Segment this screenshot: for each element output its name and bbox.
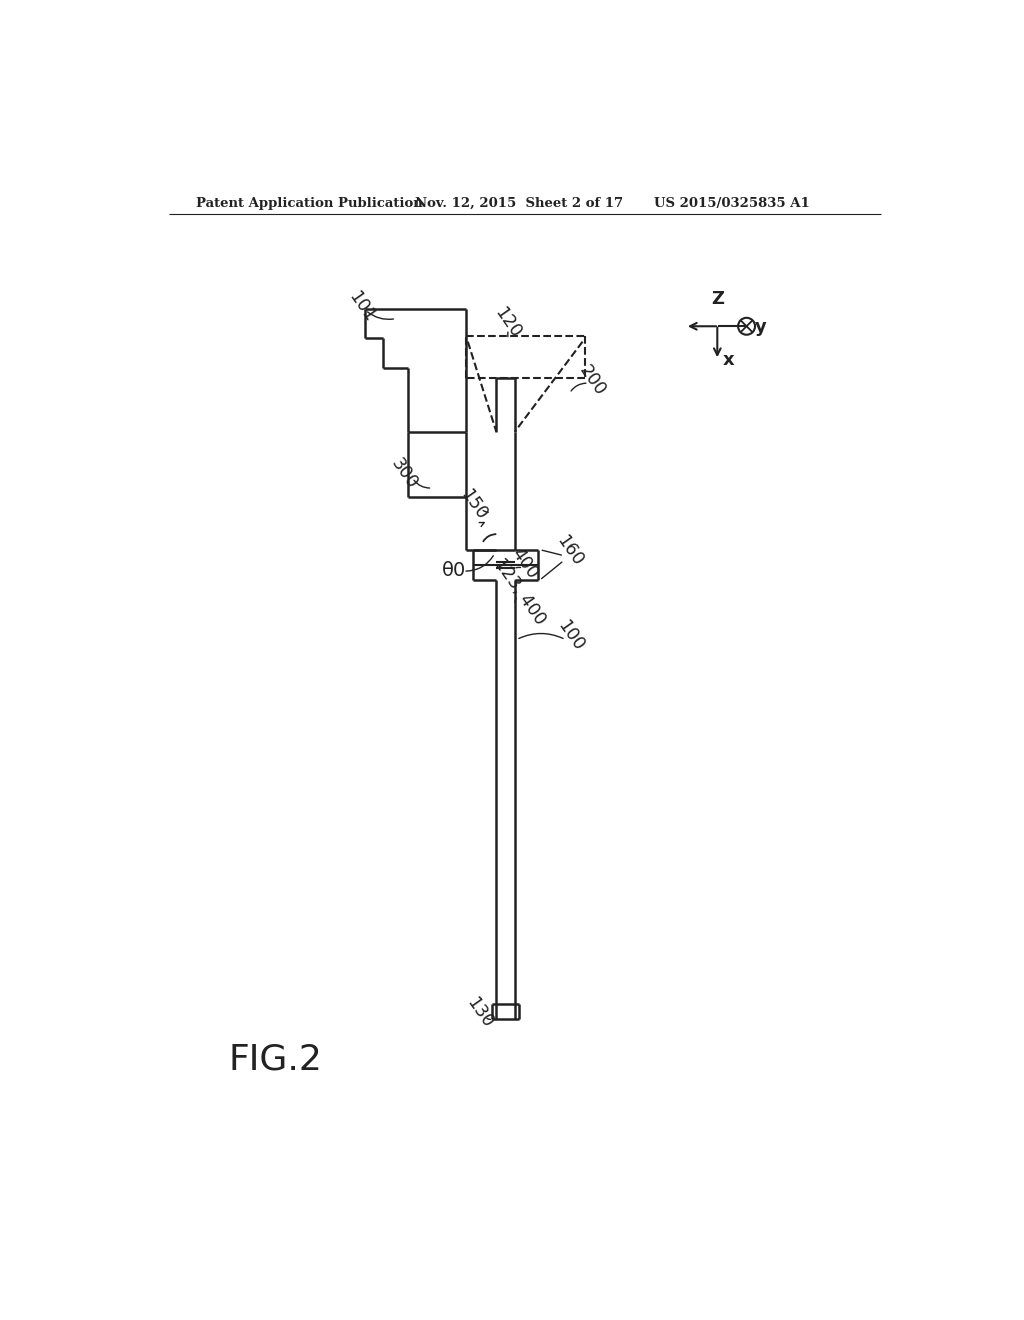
- Text: 101: 101: [345, 288, 379, 325]
- Text: 130: 130: [463, 994, 497, 1032]
- Text: 160: 160: [553, 532, 587, 570]
- Text: US 2015/0325835 A1: US 2015/0325835 A1: [654, 197, 810, 210]
- Text: 200: 200: [575, 362, 609, 399]
- Text: Patent Application Publication: Patent Application Publication: [196, 197, 423, 210]
- Text: 400: 400: [508, 545, 542, 582]
- Text: 123, 400: 123, 400: [490, 554, 550, 628]
- Text: 100: 100: [554, 618, 588, 655]
- Text: FIG.2: FIG.2: [228, 1043, 323, 1076]
- Text: Z: Z: [711, 289, 724, 308]
- Text: 150: 150: [457, 486, 490, 524]
- Text: x: x: [722, 351, 734, 370]
- Text: Nov. 12, 2015  Sheet 2 of 17: Nov. 12, 2015 Sheet 2 of 17: [416, 197, 624, 210]
- Text: 120: 120: [492, 304, 524, 341]
- Text: θ0: θ0: [441, 561, 466, 579]
- Text: 300: 300: [388, 455, 422, 492]
- Text: y: y: [755, 318, 766, 337]
